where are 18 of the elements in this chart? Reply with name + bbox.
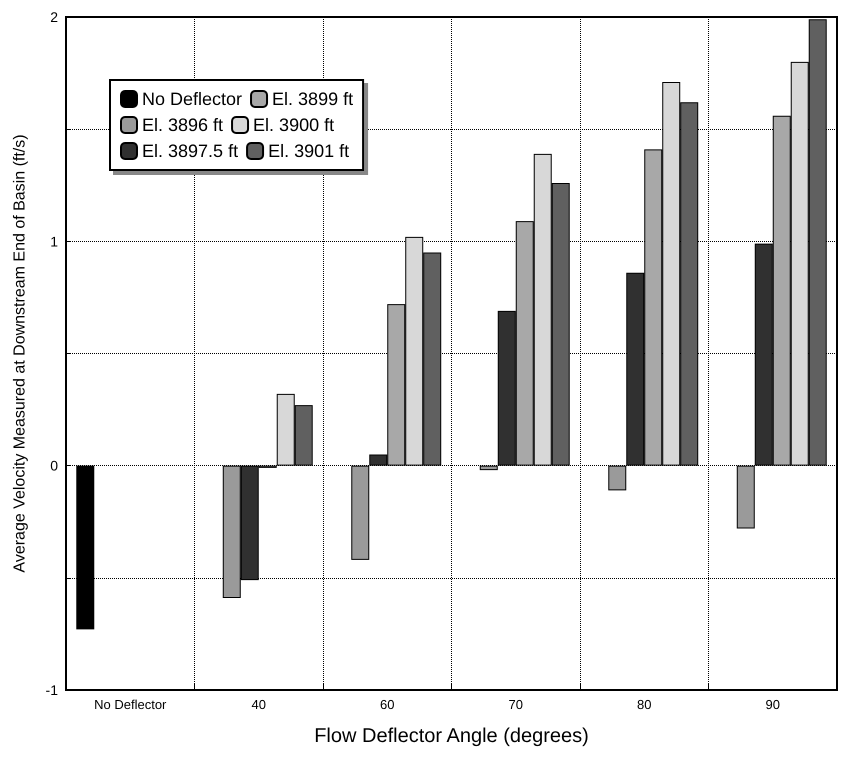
y-tick-label: 0 bbox=[50, 458, 58, 474]
legend-label: El. 3899 ft bbox=[272, 89, 354, 109]
x-tick-label: 60 bbox=[380, 697, 394, 712]
x-tick-label: No Deflector bbox=[94, 697, 168, 712]
legend-label: El. 3896 ft bbox=[142, 115, 224, 135]
legend-label: El. 3900 ft bbox=[253, 115, 334, 135]
y-tick-label: -1 bbox=[46, 682, 58, 698]
x-tick-label: 90 bbox=[766, 697, 780, 712]
x-axis-title: Flow Deflector Angle (degrees) bbox=[314, 725, 589, 747]
legend-label: No Deflector bbox=[142, 89, 242, 109]
y-tick-label: 2 bbox=[50, 9, 58, 25]
legend-label: El. 3897.5 ft bbox=[142, 141, 238, 161]
y-tick-label: 1 bbox=[50, 233, 58, 250]
x-tick-label: 80 bbox=[637, 697, 652, 712]
x-tick-label: 70 bbox=[508, 697, 523, 712]
x-tick-label: 40 bbox=[252, 697, 266, 712]
y-axis-title: Average Velocity Measured at Downstream End of Basin (ft/s) bbox=[12, 134, 28, 573]
legend-label: El. 3901 ft bbox=[268, 141, 350, 161]
